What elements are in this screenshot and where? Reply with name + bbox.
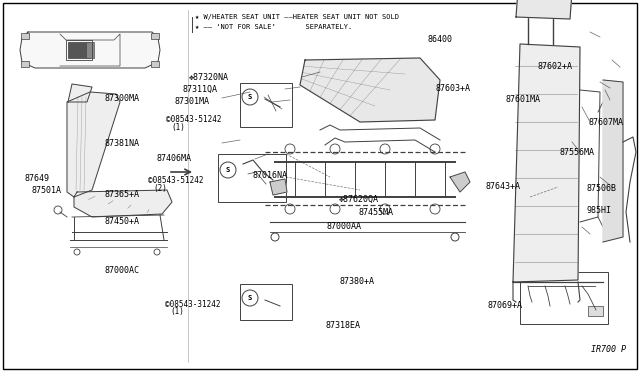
Bar [68,42,90,58]
Text: 87506B: 87506B [586,185,616,193]
Text: ✥87620QA: ✥87620QA [339,195,380,203]
Polygon shape [74,190,172,217]
Text: ©08543-51242: ©08543-51242 [166,115,222,124]
Bar [240,83,292,127]
Text: ✥87320NA: ✥87320NA [189,73,229,81]
Text: 985HI: 985HI [586,206,611,215]
Text: ©08543-31242: ©08543-31242 [165,300,221,309]
Bar [151,33,159,39]
Bar [86,42,94,58]
Text: 87365+A: 87365+A [104,190,140,199]
Text: 87607MA: 87607MA [589,118,624,126]
Text: 87380+A: 87380+A [339,277,374,286]
Bar [21,61,29,67]
Polygon shape [300,58,440,122]
Text: 87300MA: 87300MA [104,94,140,103]
Text: 87643+A: 87643+A [485,182,520,191]
Bar [21,33,29,39]
Text: S: S [248,94,252,100]
Text: S: S [226,167,230,173]
Text: 87603+A: 87603+A [435,84,470,93]
Text: 87450+A: 87450+A [104,217,140,226]
Polygon shape [20,32,160,68]
Text: 87318EA: 87318EA [325,321,360,330]
Text: 87069+A: 87069+A [488,301,523,310]
Text: (2): (2) [154,184,168,193]
Bar [588,306,603,316]
Text: ★ W/HEATER SEAT UNIT ——HEATER SEAT UNIT NOT SOLD: ★ W/HEATER SEAT UNIT ——HEATER SEAT UNIT … [195,14,399,20]
Bar [151,61,159,67]
Bar [240,284,292,320]
Polygon shape [67,92,120,197]
Text: ★ —— ‘NOT FOR SALE’       SEPARATELY.: ★ —— ‘NOT FOR SALE’ SEPARATELY. [195,24,352,30]
Polygon shape [270,179,287,195]
Polygon shape [513,44,580,282]
Polygon shape [516,0,572,19]
Text: (1): (1) [172,123,186,132]
Text: 87649: 87649 [24,174,49,183]
Bar [520,272,608,324]
Text: 86400: 86400 [428,35,452,44]
Text: 87000AC: 87000AC [104,266,140,275]
Text: 87381NA: 87381NA [104,139,140,148]
Text: 87501A: 87501A [32,186,62,195]
Text: 87602+A: 87602+A [538,62,573,71]
Polygon shape [603,80,623,242]
Text: S: S [248,295,252,301]
Polygon shape [450,172,470,192]
Bar [66,40,92,60]
Text: IR700 P: IR700 P [591,345,626,354]
Bar [218,154,286,202]
Text: 87301MA: 87301MA [174,97,209,106]
Text: 87016NA: 87016NA [253,171,288,180]
Polygon shape [68,84,92,102]
Text: 87455MA: 87455MA [358,208,394,217]
Text: 87601MA: 87601MA [506,95,541,104]
Text: (1): (1) [170,307,184,316]
Text: 87000AA: 87000AA [326,222,362,231]
Text: 87556MA: 87556MA [560,148,595,157]
Text: 87311QA: 87311QA [182,85,218,94]
Text: 87406MA: 87406MA [157,154,192,163]
Text: ©08543-51242: ©08543-51242 [148,176,204,185]
